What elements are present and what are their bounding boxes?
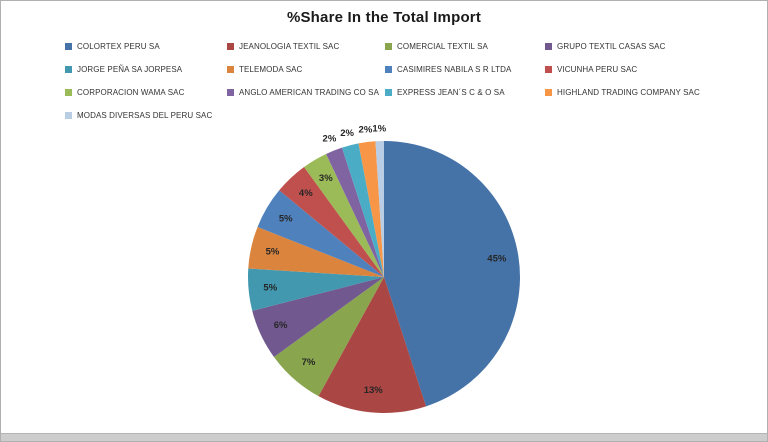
legend-label: VICUNHA PERU SAC xyxy=(557,64,638,74)
legend-item: COMERCIAL TEXTIL SA xyxy=(385,39,545,53)
legend-item: GRUPO TEXTIL CASAS SAC xyxy=(545,39,757,53)
legend-item: MODAS DIVERSAS DEL PERU SAC xyxy=(65,108,227,122)
pie-slice xyxy=(279,166,384,277)
legend-item: CORPORACION WAMA SAC xyxy=(65,85,227,99)
legend-item: JEANOLOGIA TEXTIL SAC xyxy=(227,39,385,53)
slice-percent-label: 2% xyxy=(359,124,373,135)
legend-label: COMERCIAL TEXTIL SA xyxy=(397,41,488,51)
slice-percent-label: 2% xyxy=(323,134,337,145)
slice-percent-label: 5% xyxy=(266,247,280,258)
slice-percent-label: 1% xyxy=(372,123,386,134)
pie-slice xyxy=(248,226,384,277)
bottom-window-edge xyxy=(1,433,767,441)
legend-swatch-icon xyxy=(385,42,392,50)
legend-swatch-icon xyxy=(385,88,392,96)
slice-percent-label: 2% xyxy=(340,128,354,139)
legend-label: HIGHLAND TRADING COMPANY SAC xyxy=(557,87,700,97)
legend-label: MODAS DIVERSAS DEL PERU SAC xyxy=(77,110,213,120)
slice-percent-label: 4% xyxy=(299,188,313,199)
legend-swatch-icon xyxy=(545,42,552,50)
legend-item: JORGE PEÑA SA JORPESA xyxy=(65,62,227,76)
slice-percent-label: 13% xyxy=(364,385,384,396)
legend-swatch-icon xyxy=(227,88,234,96)
legend-label: JEANOLOGIA TEXTIL SAC xyxy=(239,41,340,51)
legend-label: EXPRESS JEAN´S C & O SA xyxy=(397,87,505,97)
legend-item: VICUNHA PERU SAC xyxy=(545,62,757,76)
legend-item: HIGHLAND TRADING COMPANY SAC xyxy=(545,85,757,99)
legend-swatch-icon xyxy=(65,111,72,119)
legend-swatch-icon xyxy=(227,42,234,50)
legend-swatch-icon xyxy=(65,42,72,50)
legend-label: JORGE PEÑA SA JORPESA xyxy=(77,64,183,74)
slice-percent-label: 5% xyxy=(279,213,293,224)
legend-swatch-icon xyxy=(227,65,234,73)
legend-swatch-icon xyxy=(545,65,552,73)
legend-label: GRUPO TEXTIL CASAS SAC xyxy=(557,41,666,51)
legend-swatch-icon xyxy=(385,65,392,73)
legend-swatch-icon xyxy=(65,65,72,73)
legend-swatch-icon xyxy=(545,88,552,96)
legend-item: COLORTEX PERU SA xyxy=(65,39,227,53)
slice-percent-label: 6% xyxy=(274,320,288,331)
pie-slice xyxy=(248,268,384,311)
legend-swatch-icon xyxy=(65,88,72,96)
pie-slice xyxy=(358,141,384,277)
pie-slice xyxy=(257,190,384,277)
slice-percent-label: 5% xyxy=(263,282,277,293)
pie-slice xyxy=(326,147,384,277)
chart-legend: COLORTEX PERU SA JEANOLOGIA TEXTIL SAC COM… xyxy=(65,39,757,122)
slice-percent-label: 3% xyxy=(319,173,333,184)
slice-percent-label: 7% xyxy=(302,357,316,368)
pie-slice xyxy=(273,277,384,397)
pie-slice xyxy=(375,141,384,277)
legend-label: CASIMIRES NABILA S R LTDA xyxy=(397,64,512,74)
legend-label: TELEMODA SAC xyxy=(239,64,303,74)
legend-item: TELEMODA SAC xyxy=(227,62,385,76)
slice-percent-label: 45% xyxy=(487,254,507,265)
legend-item: ANGLO AMERICAN TRADING CO SA xyxy=(227,85,385,99)
pie-slice xyxy=(304,153,384,277)
chart-title: %Share In the Total Import xyxy=(286,9,482,26)
pie-slice xyxy=(318,277,427,413)
legend-label: COLORTEX PERU SA xyxy=(77,41,160,51)
pie-slice xyxy=(341,143,384,277)
legend-label: CORPORACION WAMA SAC xyxy=(77,87,185,97)
legend-item: EXPRESS JEAN´S C & O SA xyxy=(385,85,545,99)
pie-slice xyxy=(384,141,520,407)
legend-item: CASIMIRES NABILA S R LTDA xyxy=(385,62,545,76)
legend-label: ANGLO AMERICAN TRADING CO SA xyxy=(239,87,380,97)
pie-slice xyxy=(252,277,384,357)
